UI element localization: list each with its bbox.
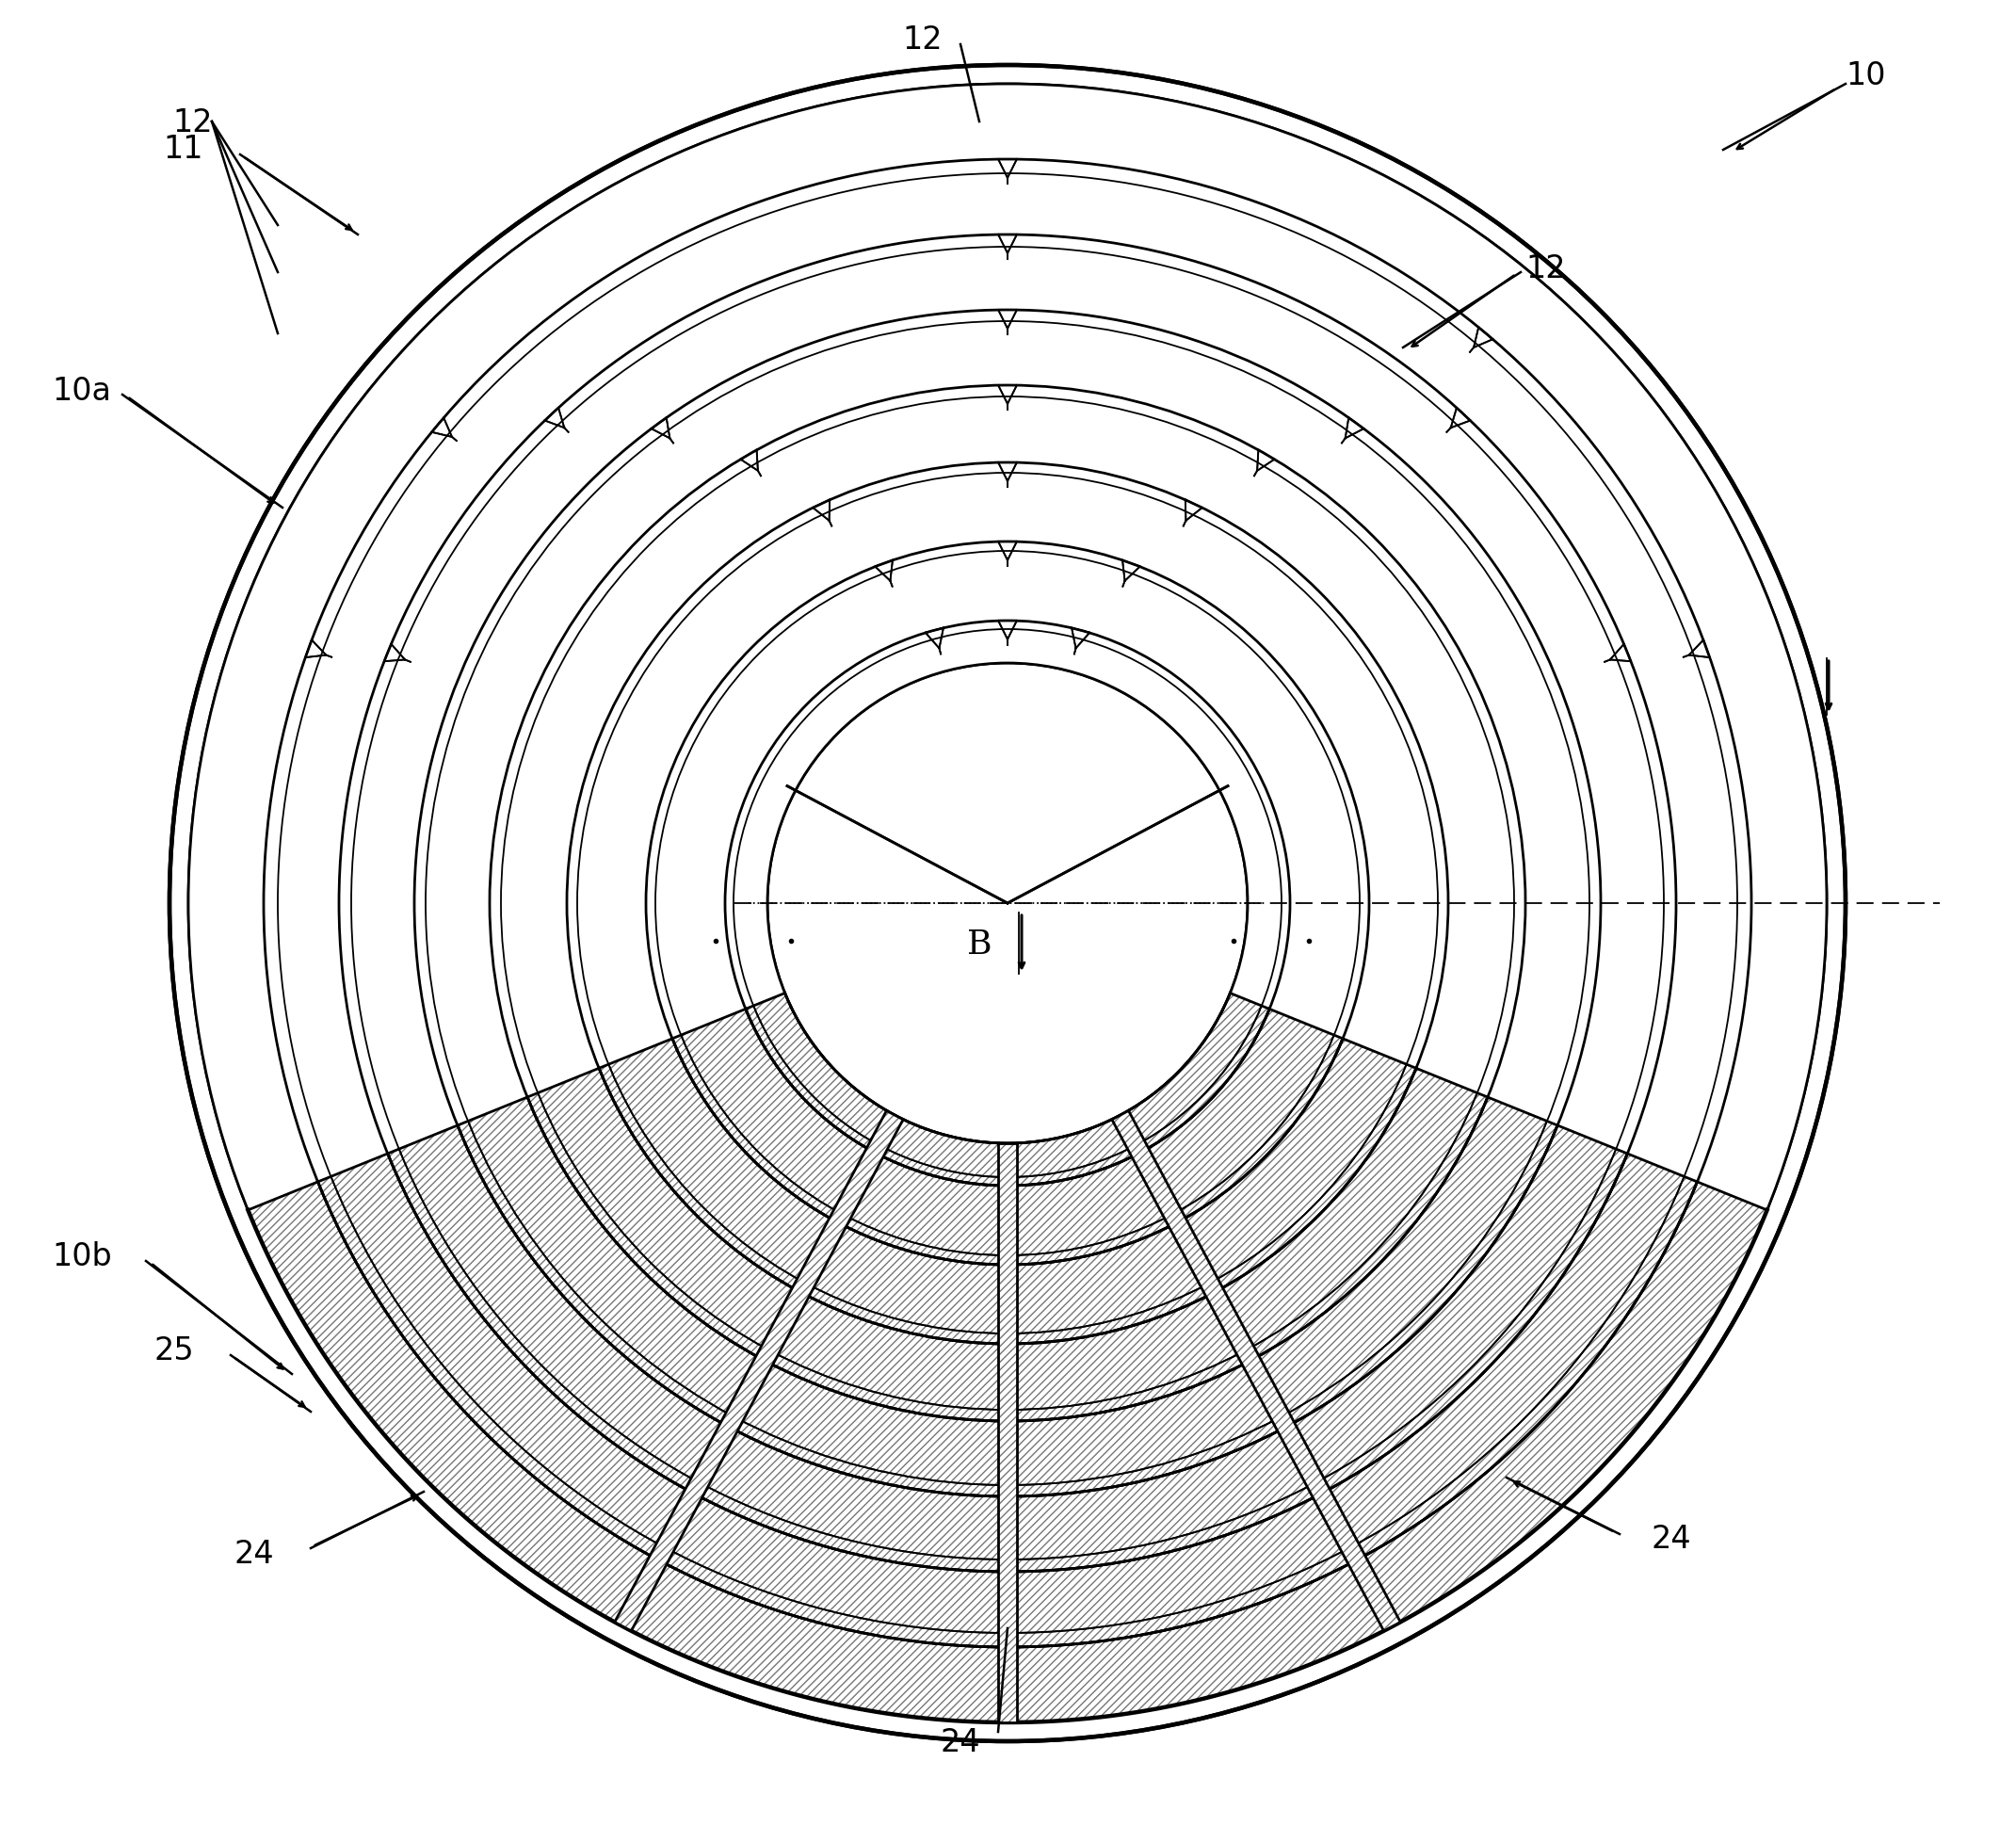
Polygon shape — [671, 1010, 1343, 1265]
Polygon shape — [746, 993, 1270, 1185]
Text: 12: 12 — [173, 108, 214, 139]
Polygon shape — [998, 1143, 1016, 1722]
Polygon shape — [319, 1154, 1697, 1647]
Text: 24: 24 — [1651, 1523, 1691, 1554]
Text: B: B — [968, 928, 992, 960]
Text: 24: 24 — [939, 1726, 980, 1757]
Polygon shape — [415, 310, 1601, 1125]
Polygon shape — [387, 1125, 1627, 1572]
Polygon shape — [187, 84, 1826, 1211]
Polygon shape — [599, 1039, 1415, 1344]
Text: 11: 11 — [163, 133, 204, 164]
Text: 24: 24 — [234, 1537, 274, 1569]
Text: 10: 10 — [1845, 60, 1885, 91]
Polygon shape — [248, 1181, 1768, 1722]
Text: 10b: 10b — [52, 1242, 111, 1273]
Polygon shape — [264, 161, 1752, 1181]
Text: B: B — [1772, 672, 1796, 703]
Polygon shape — [615, 1110, 903, 1631]
Polygon shape — [1113, 1110, 1401, 1631]
Text: 10a: 10a — [52, 374, 111, 405]
Polygon shape — [566, 464, 1447, 1068]
Text: 25: 25 — [153, 1335, 194, 1366]
Polygon shape — [645, 542, 1369, 1039]
Polygon shape — [726, 621, 1290, 1010]
Polygon shape — [458, 1097, 1558, 1497]
Text: 12: 12 — [903, 24, 943, 55]
Text: 12: 12 — [1526, 252, 1566, 283]
Polygon shape — [528, 1068, 1488, 1421]
Polygon shape — [339, 236, 1675, 1154]
Polygon shape — [490, 385, 1526, 1097]
